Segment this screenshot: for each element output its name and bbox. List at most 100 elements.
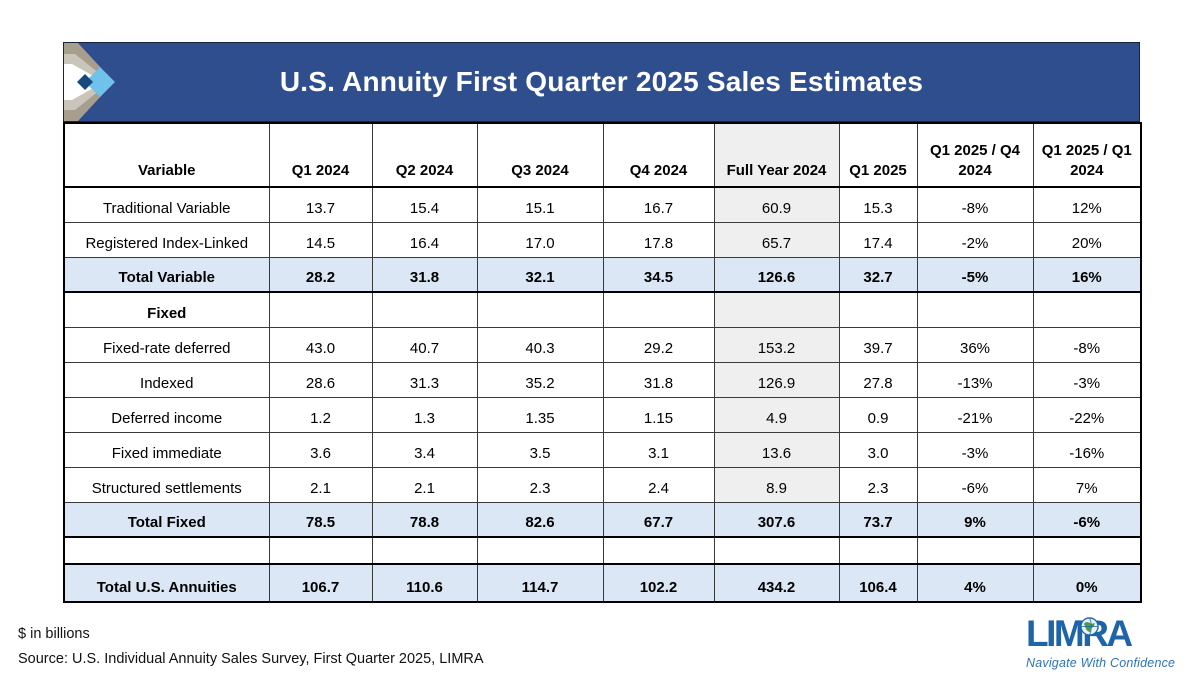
value-cell: 17.0 bbox=[476, 221, 604, 258]
value-cell: 2.4 bbox=[602, 466, 715, 503]
column-header: Q1 2025 / Q1 2024 bbox=[1032, 122, 1142, 188]
value-cell: -16% bbox=[1032, 431, 1142, 468]
value-cell: 73.7 bbox=[838, 501, 918, 538]
value-cell: -5% bbox=[916, 256, 1034, 293]
column-header: Full Year 2024 bbox=[713, 122, 840, 188]
value-cell: 1.35 bbox=[476, 396, 604, 433]
value-cell: 34.5 bbox=[602, 256, 715, 293]
value-cell: 4.9 bbox=[713, 396, 840, 433]
value-cell: 65.7 bbox=[713, 221, 840, 258]
value-cell bbox=[713, 536, 840, 565]
table-row: Fixed bbox=[63, 291, 1142, 328]
value-cell: 3.5 bbox=[476, 431, 604, 468]
value-cell: -13% bbox=[916, 361, 1034, 398]
value-cell: 82.6 bbox=[476, 501, 604, 538]
table-row: Indexed 28.6 31.3 35.2 31.8 126.9 27.8 -13% -3% bbox=[63, 361, 1142, 398]
limra-branding: LIMRA Navigate With Confidence bbox=[1026, 613, 1175, 670]
value-cell: 8.9 bbox=[713, 466, 840, 503]
value-cell: 31.3 bbox=[371, 361, 478, 398]
value-cell: 126.6 bbox=[713, 256, 840, 293]
row-label-cell: Traditional Variable bbox=[63, 186, 270, 223]
value-cell bbox=[1032, 536, 1142, 565]
column-header: Q2 2024 bbox=[371, 122, 478, 188]
column-header: Q1 2024 bbox=[268, 122, 373, 188]
value-cell: 3.0 bbox=[838, 431, 918, 468]
limra-chevron-logo-icon bbox=[64, 43, 115, 121]
units-note: $ in billions bbox=[18, 626, 90, 642]
value-cell bbox=[602, 291, 715, 328]
page-title: U.S. Annuity First Quarter 2025 Sales Es… bbox=[279, 66, 924, 97]
table-row: Total U.S. Annuities 106.7 110.6 114.7 102.2… bbox=[63, 563, 1142, 603]
value-cell: 2.1 bbox=[268, 466, 373, 503]
value-cell bbox=[838, 536, 918, 565]
column-header: Variable bbox=[63, 122, 270, 188]
value-cell: 2.1 bbox=[371, 466, 478, 503]
table-row bbox=[63, 536, 1142, 565]
value-cell: 60.9 bbox=[713, 186, 840, 223]
value-cell bbox=[476, 536, 604, 565]
value-cell: 15.3 bbox=[838, 186, 918, 223]
value-cell: 20% bbox=[1032, 221, 1142, 258]
value-cell: 2.3 bbox=[476, 466, 604, 503]
table-row: Total Fixed 78.5 78.8 82.6 67.7 307.6 73.7 9% -6… bbox=[63, 501, 1142, 538]
source-note: Source: U.S. Individual Annuity Sales Su… bbox=[18, 651, 484, 667]
value-cell: 15.1 bbox=[476, 186, 604, 223]
value-cell: 27.8 bbox=[838, 361, 918, 398]
value-cell: 102.2 bbox=[602, 563, 715, 603]
value-cell: 106.4 bbox=[838, 563, 918, 603]
value-cell: 13.7 bbox=[268, 186, 373, 223]
value-cell: 16.4 bbox=[371, 221, 478, 258]
value-cell: 29.2 bbox=[602, 326, 715, 363]
value-cell bbox=[916, 291, 1034, 328]
value-cell bbox=[268, 536, 373, 565]
table-row: Deferred income 1.2 1.3 1.35 1.15 4.9 0.9 -21% -… bbox=[63, 396, 1142, 433]
value-cell: 7% bbox=[1032, 466, 1142, 503]
value-cell bbox=[371, 291, 478, 328]
globe-icon bbox=[1080, 617, 1099, 636]
value-cell: 153.2 bbox=[713, 326, 840, 363]
value-cell: 15.4 bbox=[371, 186, 478, 223]
value-cell: -6% bbox=[916, 466, 1034, 503]
value-cell: 78.5 bbox=[268, 501, 373, 538]
value-cell: 1.15 bbox=[602, 396, 715, 433]
value-cell bbox=[838, 291, 918, 328]
column-header: Q4 2024 bbox=[602, 122, 715, 188]
value-cell: -2% bbox=[916, 221, 1034, 258]
value-cell bbox=[602, 536, 715, 565]
row-label-cell: Registered Index-Linked bbox=[63, 221, 270, 258]
row-label-cell: Total U.S. Annuities bbox=[63, 563, 270, 603]
value-cell: 4% bbox=[916, 563, 1034, 603]
value-cell: -3% bbox=[1032, 361, 1142, 398]
value-cell: 0.9 bbox=[838, 396, 918, 433]
value-cell: 3.1 bbox=[602, 431, 715, 468]
value-cell: 28.6 bbox=[268, 361, 373, 398]
table-body: Traditional Variable 13.7 15.4 15.1 16.7 60.9… bbox=[63, 186, 1142, 603]
value-cell bbox=[268, 291, 373, 328]
value-cell: 16.7 bbox=[602, 186, 715, 223]
value-cell: 110.6 bbox=[371, 563, 478, 603]
value-cell: 1.2 bbox=[268, 396, 373, 433]
value-cell: 2.3 bbox=[838, 466, 918, 503]
value-cell: 17.4 bbox=[838, 221, 918, 258]
value-cell: 78.8 bbox=[371, 501, 478, 538]
limra-wordmark: LIMRA bbox=[1026, 613, 1133, 654]
value-cell: 35.2 bbox=[476, 361, 604, 398]
value-cell bbox=[371, 536, 478, 565]
row-label-cell: Total Variable bbox=[63, 256, 270, 293]
value-cell: 31.8 bbox=[371, 256, 478, 293]
value-cell bbox=[476, 291, 604, 328]
row-label-cell: Structured settlements bbox=[63, 466, 270, 503]
value-cell: 1.3 bbox=[371, 396, 478, 433]
value-cell: 0% bbox=[1032, 563, 1142, 603]
value-cell: -6% bbox=[1032, 501, 1142, 538]
row-label-cell: Fixed bbox=[63, 291, 270, 328]
table-row: Total Variable 28.2 31.8 32.1 34.5 126.6 32.7-… bbox=[63, 256, 1142, 293]
value-cell: 126.9 bbox=[713, 361, 840, 398]
value-cell: -3% bbox=[916, 431, 1034, 468]
column-header: Q1 2025 bbox=[838, 122, 918, 188]
table-row: Fixed-rate deferred 43.0 40.7 40.3 29.2 153.2… bbox=[63, 326, 1142, 363]
limra-logo-text: LIMRA bbox=[1026, 613, 1133, 654]
value-cell: 16% bbox=[1032, 256, 1142, 293]
value-cell: 32.1 bbox=[476, 256, 604, 293]
value-cell: 43.0 bbox=[268, 326, 373, 363]
